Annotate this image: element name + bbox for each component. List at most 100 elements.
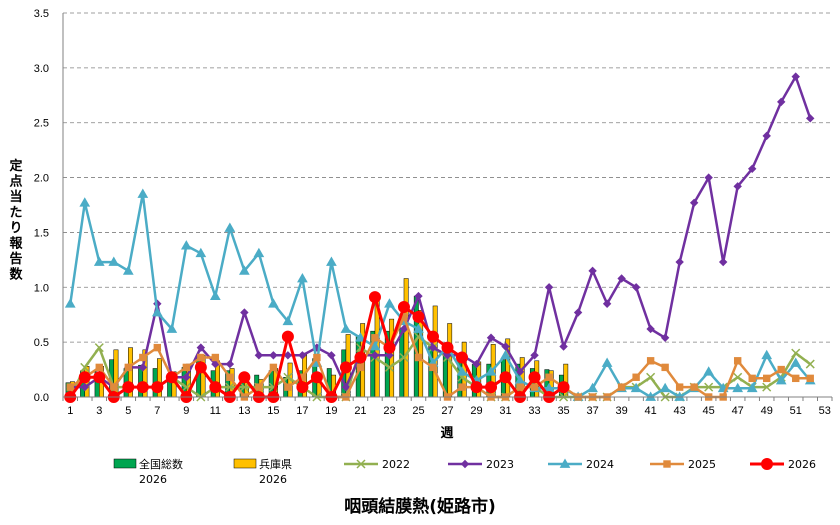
legend-label: 兵庫県	[259, 457, 292, 471]
data-point	[339, 361, 352, 374]
data-point	[428, 343, 438, 352]
data-point	[283, 351, 293, 360]
data-point	[122, 265, 134, 275]
x-tick-label: 5	[125, 405, 131, 417]
data-point	[240, 308, 249, 317]
data-point	[255, 383, 263, 391]
data-point	[631, 283, 641, 292]
grid-lines	[63, 12, 832, 343]
legend-item-2022: 2022	[344, 458, 410, 471]
x-tick-label: 21	[354, 405, 366, 417]
data-point	[371, 334, 379, 342]
data-point	[211, 359, 220, 369]
legend-item-2026: 2026	[750, 458, 816, 471]
x-tick-label: 41	[645, 405, 657, 417]
line-series-2026	[64, 291, 570, 403]
data-point	[499, 371, 512, 384]
data-point	[122, 381, 135, 394]
x-tick-label: 39	[615, 405, 627, 417]
data-point	[528, 371, 541, 384]
data-point	[645, 391, 656, 401]
data-point	[137, 188, 149, 198]
data-point	[340, 323, 352, 333]
x-tick-label: 11	[210, 405, 221, 417]
data-point	[777, 365, 785, 374]
legend-label-year: 2026	[259, 473, 287, 486]
data-point	[254, 351, 264, 360]
axes	[62, 13, 833, 401]
data-point	[211, 353, 220, 362]
data-point	[108, 256, 120, 266]
data-point	[602, 299, 612, 308]
data-point	[182, 363, 191, 372]
data-point	[197, 353, 205, 362]
data-point	[153, 343, 162, 352]
data-point	[138, 363, 148, 372]
data-point	[646, 372, 656, 382]
x-tick-label: 13	[238, 405, 250, 417]
data-point	[224, 222, 236, 232]
x-tick-label: 27	[441, 405, 453, 417]
data-point	[791, 348, 801, 358]
data-point	[792, 374, 800, 383]
x-tick-label: 43	[674, 405, 686, 417]
data-point	[777, 97, 786, 107]
data-point	[617, 274, 626, 283]
y-tick-label: 2.5	[34, 118, 49, 130]
data-point	[269, 363, 278, 372]
data-point	[485, 366, 497, 376]
data-point	[93, 371, 106, 384]
data-point	[690, 383, 698, 391]
x-tick-label: 29	[470, 405, 482, 417]
data-point	[282, 315, 294, 326]
y-tick-label: 0.5	[34, 337, 49, 349]
data-point	[762, 382, 772, 392]
data-point	[139, 353, 147, 362]
legend-label: 2024	[586, 458, 614, 471]
x-axis-label: 週	[440, 426, 453, 441]
x-tick-label: 19	[325, 405, 337, 417]
x-tick-label: 25	[412, 405, 424, 417]
series-line	[69, 192, 812, 399]
data-point	[399, 324, 409, 334]
data-point	[238, 371, 251, 384]
data-point	[195, 247, 207, 258]
legend: 全国総数 2026 兵庫県 2026 2022 2023 2024 2025 2026	[113, 457, 816, 486]
data-point	[485, 381, 498, 394]
data-point	[384, 362, 394, 372]
data-point	[268, 298, 279, 308]
y-tick-label: 1.0	[34, 282, 49, 294]
data-point	[80, 382, 89, 392]
legend-item-全国総数: 全国総数 2026	[113, 457, 183, 486]
legend-swatch	[233, 458, 257, 469]
data-point	[659, 382, 671, 393]
data-point	[486, 333, 496, 342]
data-point	[689, 198, 699, 208]
y-axis-label-char: 点	[9, 174, 22, 190]
data-point	[748, 374, 756, 383]
legend-item-2025: 2025	[650, 458, 716, 471]
data-point	[397, 301, 410, 314]
data-point	[646, 357, 655, 365]
y-tick-label: 2.0	[34, 173, 49, 185]
data-point	[806, 114, 815, 123]
data-point	[763, 374, 771, 383]
data-point	[761, 349, 773, 360]
data-point	[746, 382, 758, 393]
data-point	[733, 357, 742, 365]
data-point	[369, 341, 381, 351]
data-point	[601, 357, 613, 367]
data-point	[675, 257, 684, 267]
y-tick-label: 1.5	[34, 227, 49, 239]
data-point	[78, 371, 91, 384]
data-point	[298, 351, 307, 360]
chart-title: 咽頭結膜熱(姫路市)	[344, 496, 496, 517]
legend-swatch	[113, 458, 137, 469]
data-point	[225, 382, 235, 392]
data-point	[355, 332, 366, 342]
data-point	[384, 298, 395, 308]
legend-item-2024: 2024	[548, 458, 614, 471]
data-point	[775, 375, 787, 385]
